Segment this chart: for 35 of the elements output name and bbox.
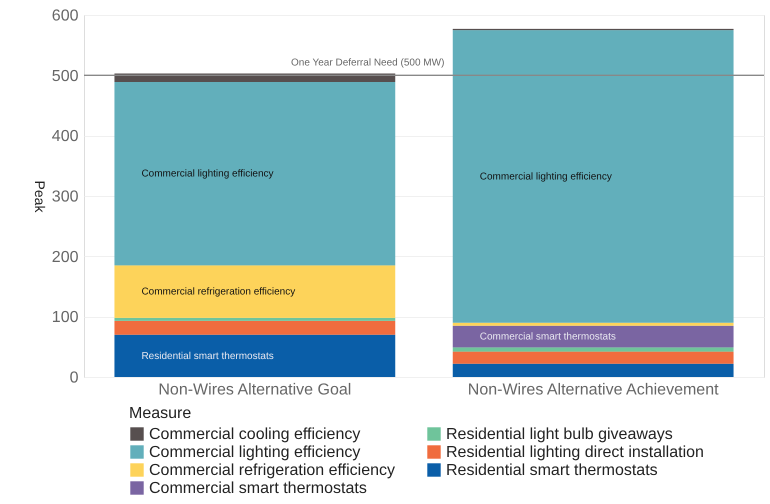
- legend-label: Commercial lighting efficiency: [149, 444, 360, 461]
- data-label: Commercial smart thermostats: [480, 332, 616, 343]
- bar: [452, 352, 734, 364]
- bar: [114, 82, 396, 266]
- y-tick-label: 100: [52, 309, 79, 326]
- x-tick-label: Non-Wires Alternative Goal: [158, 382, 352, 398]
- legend-label: Residential smart thermostats: [446, 462, 658, 479]
- y-tick-label: 600: [52, 8, 79, 24]
- bar: [452, 326, 734, 348]
- y-tick-label: 300: [52, 188, 79, 206]
- bar: [452, 322, 734, 326]
- legend-label: Commercial smart thermostats: [149, 480, 367, 497]
- legend-label: Commercial cooling efficiency: [149, 426, 360, 443]
- ref-line-label: One Year Deferral Need (500 MW): [290, 57, 444, 68]
- data-label: Commercial lighting efficiency: [141, 168, 274, 180]
- bar: [452, 347, 734, 352]
- bar: [452, 30, 734, 323]
- y-tick-label: 0: [70, 370, 79, 386]
- y-tick-label: 500: [52, 68, 79, 85]
- legend-label: Residential light bulb giveaways: [446, 426, 673, 443]
- bar: [114, 265, 396, 318]
- bar: [114, 334, 396, 377]
- bar: [114, 320, 396, 335]
- data-label: Commercial refrigeration efficiency: [141, 286, 296, 298]
- legend-label: Commercial refrigeration efficiency: [149, 462, 396, 479]
- legend-label: Residential lighting direct installation: [446, 444, 704, 461]
- y-axis-title: Peak: [32, 180, 48, 214]
- y-tick-label: 400: [52, 128, 79, 146]
- bar: [452, 364, 734, 377]
- x-tick-label: Non-Wires Alternative Achievement: [468, 382, 720, 398]
- legend-title: Measure: [129, 405, 192, 422]
- y-tick-label: 200: [52, 248, 79, 266]
- data-label: Residential smart thermostats: [141, 350, 274, 362]
- bar: [114, 318, 396, 321]
- data-label: Commercial lighting efficiency: [480, 171, 612, 182]
